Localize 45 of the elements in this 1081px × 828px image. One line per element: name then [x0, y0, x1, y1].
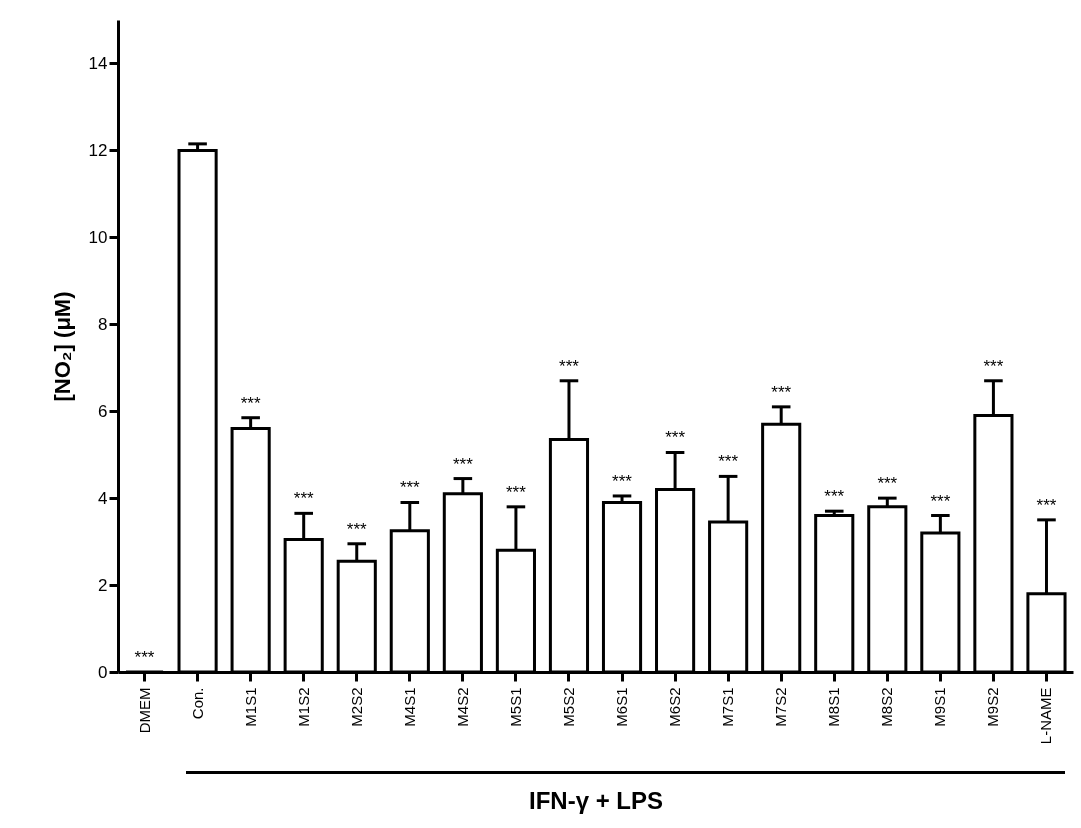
y-tick-label: 4 — [98, 488, 108, 508]
annotation: *** — [293, 489, 314, 509]
x-tick-label: M5S2 — [559, 687, 577, 727]
y-tick-label: 2 — [98, 575, 108, 595]
annotation: *** — [452, 454, 474, 474]
x-tick-label: M9S1 — [931, 687, 949, 727]
x-tick-label: M1S1 — [241, 687, 259, 727]
x-tick-label: DMEM — [135, 687, 153, 734]
annotation: *** — [877, 474, 898, 494]
x-tick-label: M2S2 — [347, 687, 365, 727]
annotation: *** — [930, 491, 951, 511]
annotation: *** — [983, 356, 1004, 376]
x-tick-label: M8S2 — [878, 687, 896, 727]
y-axis-title: [NO₂] (μM) — [49, 291, 75, 402]
x-tick-label: M4S1 — [400, 687, 418, 727]
annotation: *** — [824, 487, 845, 507]
y-tick-label: 10 — [88, 227, 108, 247]
y-tick-label: 8 — [98, 314, 108, 334]
x-tick-label: L-NAME — [1037, 687, 1055, 745]
x-tick-label: M9S2 — [984, 687, 1002, 727]
annotation: *** — [346, 519, 368, 539]
x-tick-label: M7S2 — [772, 687, 790, 727]
x-tick-label: M1S2 — [294, 687, 312, 727]
x-tick-label: M8S1 — [825, 687, 843, 727]
y-tick-label: 14 — [88, 53, 108, 73]
y-tick-label: 6 — [98, 401, 108, 421]
x-tick-label: M4S2 — [453, 687, 471, 727]
annotation: *** — [612, 471, 633, 491]
annotation: *** — [134, 648, 155, 667]
annotation: *** — [1036, 495, 1057, 515]
y-tick-label: 12 — [88, 140, 108, 160]
x-axis-title: IFN-γ + LPS — [528, 787, 664, 815]
annotation: *** — [240, 393, 261, 413]
y-tick-label: 0 — [98, 662, 108, 682]
x-tick-label: M7S1 — [719, 687, 737, 727]
annotation: *** — [505, 482, 527, 502]
annotation: *** — [399, 478, 421, 498]
annotation: *** — [665, 428, 686, 448]
x-tick-label: M6S1 — [613, 687, 631, 727]
annotation: *** — [559, 356, 580, 376]
annotation: *** — [718, 452, 739, 472]
annotation: *** — [771, 382, 792, 402]
x-tick-label: M5S1 — [506, 687, 524, 727]
x-tick-label: Con. — [188, 687, 206, 720]
x-tick-label: M6S2 — [666, 687, 684, 727]
